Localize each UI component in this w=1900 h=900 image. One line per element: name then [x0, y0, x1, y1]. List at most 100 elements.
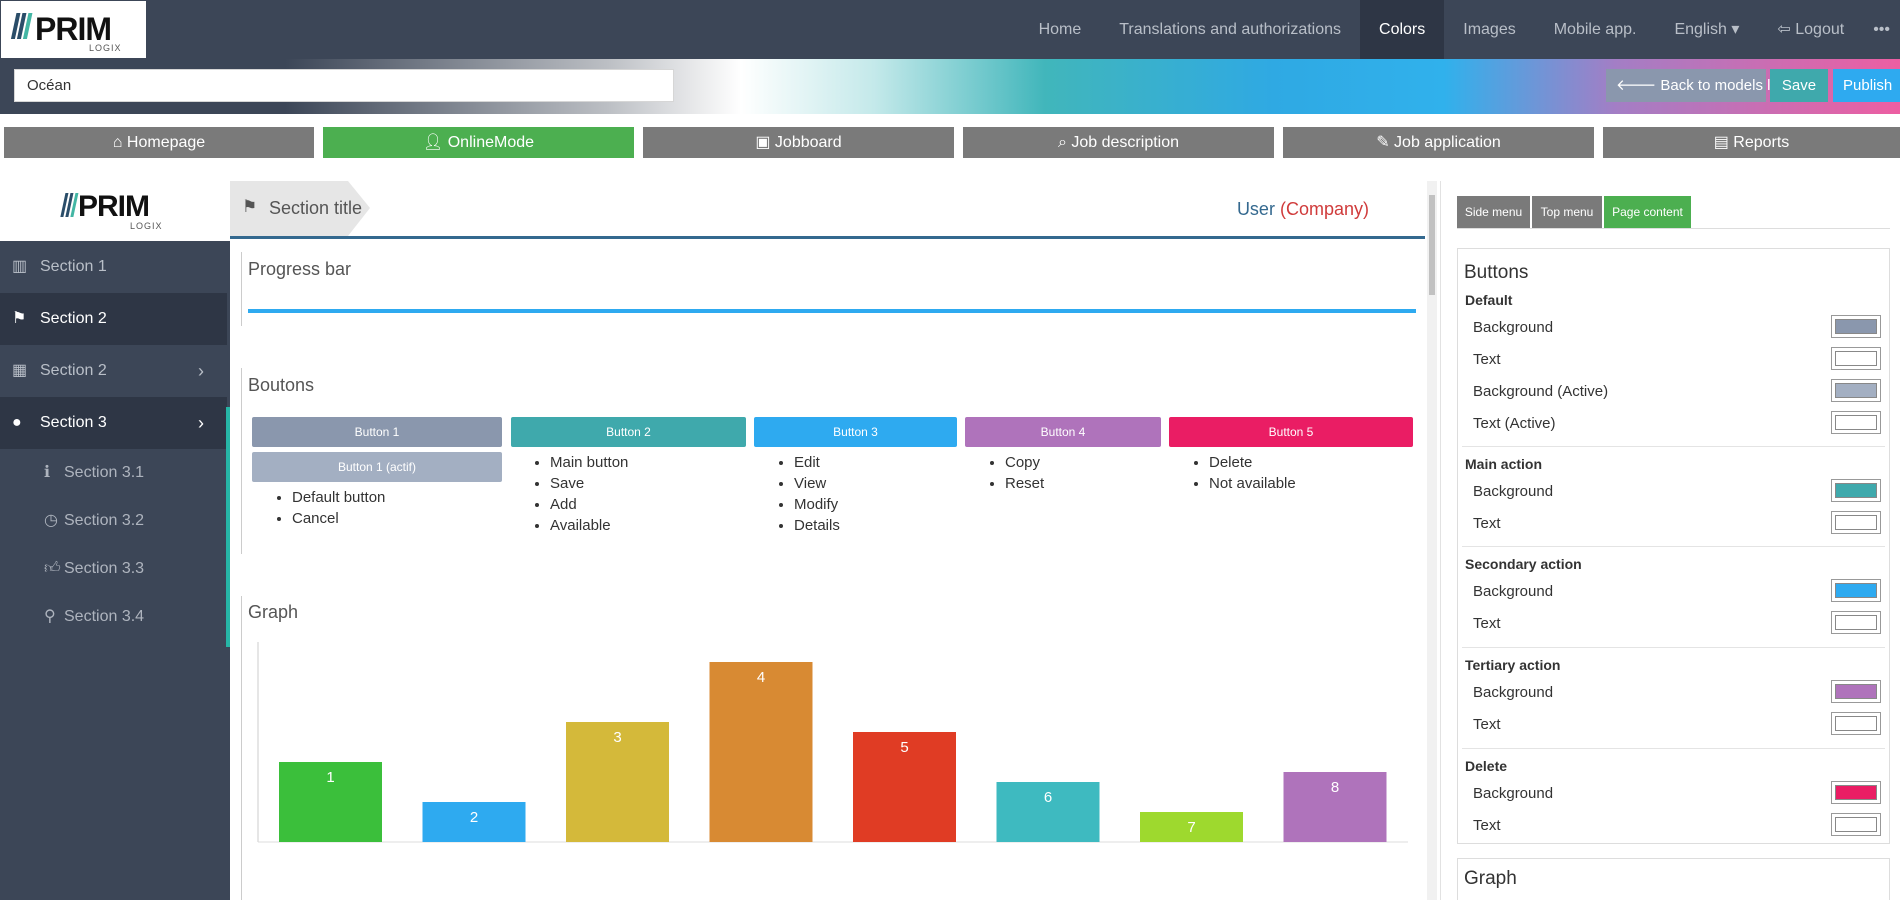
color-swatch-default-background-active[interactable]	[1831, 379, 1881, 402]
bar-label-2: 2	[470, 809, 478, 826]
tab-side-menu[interactable]: Side menu	[1457, 196, 1530, 228]
user-icon: 👤︎	[422, 134, 448, 151]
sidebar-item-label: Section 3	[40, 414, 107, 431]
bar-1	[279, 762, 382, 842]
color-swatch-default-text[interactable]	[1831, 347, 1881, 370]
list-item: Copy	[1005, 452, 1044, 473]
preview-scrollbar[interactable]	[1427, 181, 1437, 900]
color-swatch-delete-text[interactable]	[1831, 813, 1881, 836]
sidebar-item-section-2-active[interactable]: ⚑ Section 2	[0, 293, 227, 345]
user-company-label[interactable]: User (Company)	[1237, 199, 1369, 220]
color-swatch-secondary-background[interactable]	[1831, 579, 1881, 602]
sidebar-logo-text: PRIM	[78, 190, 150, 223]
progress-fill	[248, 309, 1416, 313]
setting-label: Background (Active)	[1473, 383, 1609, 400]
sidebar-item-section-1[interactable]: ▥ Section 1	[0, 241, 227, 293]
home-icon: ⌂	[112, 134, 127, 151]
setting-label: Text (Active)	[1473, 415, 1556, 432]
nav-mobile-app[interactable]: Mobile app.	[1553, 21, 1637, 38]
button-1[interactable]: Button 1	[252, 417, 502, 447]
color-swatch-tertiary-background[interactable]	[1831, 680, 1881, 703]
color-swatch-tertiary-text[interactable]	[1831, 712, 1881, 735]
group-default: Default	[1465, 292, 1513, 308]
color-swatch-secondary-text[interactable]	[1831, 611, 1881, 634]
sidebar-item-section-2-expandable[interactable]: ▦ Section 2 ›	[0, 345, 227, 397]
nav-translations[interactable]: Translations and authorizations	[1119, 21, 1342, 38]
chevron-right-icon: ›	[198, 413, 204, 433]
bar-label-3: 3	[613, 729, 621, 746]
color-swatch-default-text-active[interactable]	[1831, 411, 1881, 434]
sidebar-item-section-3[interactable]: ● Section 3 ›	[0, 397, 227, 449]
progress-track	[248, 309, 1416, 313]
flag-icon: ⚑	[12, 310, 27, 327]
tab-homepage[interactable]: ⌂ Homepage	[4, 127, 314, 158]
bar-chart: 1 2 3 4 5 6 7 8	[257, 642, 1408, 843]
logo[interactable]: PRIM LOGIX	[1, 1, 146, 58]
flag-icon: ⚑	[242, 197, 258, 216]
nav-logout[interactable]: ⇦ Logout	[1758, 0, 1863, 59]
setting-label: Text	[1473, 716, 1501, 733]
prim-logo-mark	[60, 193, 79, 217]
color-swatch-main-text[interactable]	[1831, 511, 1881, 534]
button-1-active[interactable]: Button 1 (actif)	[252, 452, 502, 482]
tab-jobboard[interactable]: ▣ Jobboard	[643, 127, 954, 158]
tab-reports[interactable]: ▤ Reports	[1603, 127, 1900, 158]
button-2[interactable]: Button 2	[511, 417, 746, 447]
swatch-fill	[1835, 415, 1877, 430]
back-to-models-button[interactable]: 🡐 Back to models list	[1606, 69, 1785, 102]
group-secondary-action: Secondary action	[1465, 556, 1582, 572]
button-5-usage-list: Delete Not available	[1189, 452, 1296, 494]
sidebar-subitem-3-3[interactable]: 👍︎ Section 3.3	[0, 545, 227, 593]
panel-border	[241, 596, 242, 900]
save-button[interactable]: Save	[1770, 69, 1828, 102]
list-item: Available	[550, 515, 628, 536]
button-5[interactable]: Button 5	[1169, 417, 1413, 447]
logout-icon: ⇦	[1777, 21, 1796, 38]
briefcase-icon: ▣	[755, 134, 775, 151]
company-name: (Company)	[1279, 199, 1369, 219]
group-delete: Delete	[1465, 758, 1508, 774]
color-swatch-main-background[interactable]	[1831, 479, 1881, 502]
graph-settings-title: Graph	[1464, 868, 1517, 889]
panel-border	[241, 252, 242, 326]
model-name-input[interactable]: Océan	[14, 69, 674, 102]
button-3-usage-list: Edit View Modify Details	[774, 452, 840, 536]
nav-more-menu[interactable]: •••	[1873, 21, 1890, 38]
nav-language-dropdown[interactable]: English ▾	[1674, 21, 1740, 38]
bar-4	[709, 662, 813, 842]
tab-onlinemode[interactable]: 👤︎ OnlineMode	[323, 127, 634, 158]
color-swatch-delete-background[interactable]	[1831, 781, 1881, 804]
sidebar-subitem-3-1[interactable]: ℹ Section 3.1	[0, 449, 227, 497]
preview-content	[230, 242, 1425, 900]
setting-label: Text	[1473, 351, 1501, 368]
tab-label: Reports	[1733, 134, 1790, 151]
clock-icon: ◷	[44, 512, 58, 529]
info-icon: ℹ	[44, 464, 51, 481]
nav-images[interactable]: Images	[1463, 21, 1516, 38]
scrollbar-thumb[interactable]	[1429, 195, 1435, 295]
tab-top-menu[interactable]: Top menu	[1532, 196, 1602, 228]
back-button-label: Back to models list	[1660, 77, 1786, 94]
button-3[interactable]: Button 3	[754, 417, 957, 447]
color-swatch-default-background[interactable]	[1831, 315, 1881, 338]
buttons-panel-title: Boutons	[248, 375, 315, 395]
group-divider	[1462, 446, 1885, 447]
sidebar-subitem-3-2[interactable]: ◷ Section 3.2	[0, 497, 227, 545]
group-divider	[1462, 647, 1885, 648]
tab-job-application[interactable]: ✎ Job application	[1283, 127, 1594, 158]
publish-button[interactable]: Publish	[1833, 69, 1900, 102]
nav-colors[interactable]: Colors	[1360, 0, 1445, 59]
logo-subtext: LOGIX	[89, 43, 122, 53]
progress-bar-title: Progress bar	[248, 259, 352, 279]
swatch-fill	[1835, 615, 1877, 630]
bar-3	[566, 722, 669, 842]
buttons-settings-box	[1457, 248, 1890, 844]
tab-job-description[interactable]: ⌕ Job description	[963, 127, 1274, 158]
list-item: Add	[550, 494, 628, 515]
tab-label: Jobboard	[774, 134, 842, 151]
sidebar-subitem-3-4[interactable]: ⚲ Section 3.4	[0, 593, 227, 641]
tab-page-content[interactable]: Page content	[1604, 196, 1691, 228]
nav-home[interactable]: Home	[1038, 21, 1082, 38]
button-4[interactable]: Button 4	[965, 417, 1161, 447]
button-1-usage-list: Default button Cancel	[272, 487, 385, 529]
